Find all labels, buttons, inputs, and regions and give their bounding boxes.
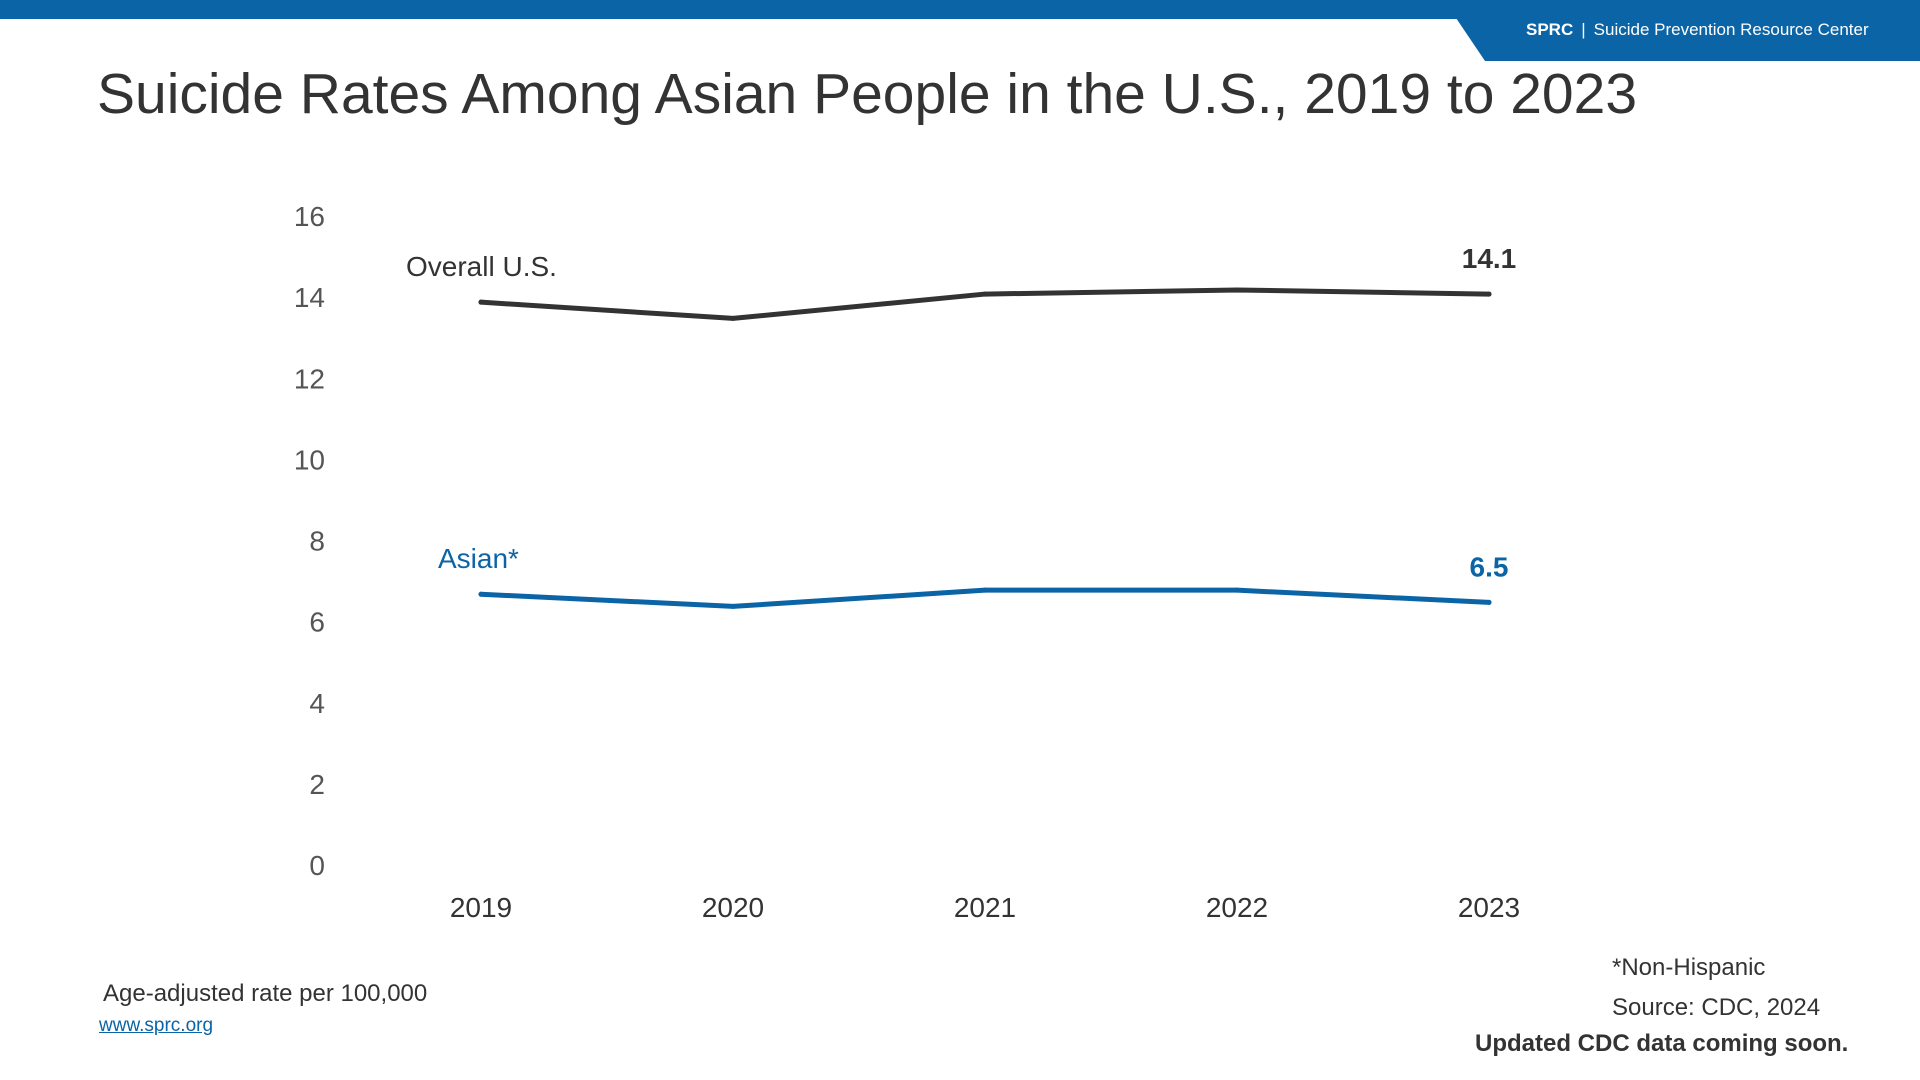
y-tick-label: 0 [309,850,325,881]
data-point-overall-u-s [1486,291,1492,297]
x-tick-label: 2023 [1458,892,1520,923]
chart-title: Suicide Rates Among Asian People in the … [97,62,1638,126]
update-note: Updated CDC data coming soon. [1475,1030,1849,1057]
x-tick-label: 2021 [954,892,1016,923]
data-label-overall-u-s: 14.1 [1462,243,1517,274]
series-label-overall-u-s: Overall U.S. [406,251,557,282]
data-point-overall-u-s [1234,287,1240,293]
data-point-asian [1234,587,1240,593]
data-point-asian [982,587,988,593]
y-tick-label: 16 [294,201,325,232]
source-note: Source: CDC, 2024 [1612,994,1821,1021]
data-point-asian [478,591,484,597]
data-point-asian [1486,599,1492,605]
x-tick-label: 2019 [450,892,512,923]
top-bar [0,0,1920,19]
y-tick-label: 12 [294,363,325,394]
data-point-overall-u-s [982,291,988,297]
x-tick-label: 2020 [702,892,764,923]
brand-tab [1456,18,1920,61]
brand-abbr: SPRC [1526,20,1574,39]
brand-header: SPRC | Suicide Prevention Resource Center [1526,20,1869,40]
x-tick-label: 2022 [1206,892,1268,923]
data-point-asian [730,603,736,609]
brand-name: Suicide Prevention Resource Center [1593,20,1869,39]
footnote: *Non-Hispanic [1612,954,1766,981]
data-label-asian: 6.5 [1470,551,1509,582]
y-tick-label: 8 [309,526,325,557]
y-tick-label: 10 [294,444,325,475]
brand-separator: | [1581,20,1586,39]
data-point-overall-u-s [478,299,484,305]
y-tick-label: 14 [294,282,325,313]
unit-note: Age-adjusted rate per 100,000 [103,980,428,1007]
y-tick-label: 6 [309,607,325,638]
series-label-asian: Asian* [438,543,519,574]
website-link[interactable]: www.sprc.org [99,1015,214,1036]
y-tick-label: 2 [309,769,325,800]
y-tick-label: 4 [309,688,325,719]
data-point-overall-u-s [730,315,736,321]
